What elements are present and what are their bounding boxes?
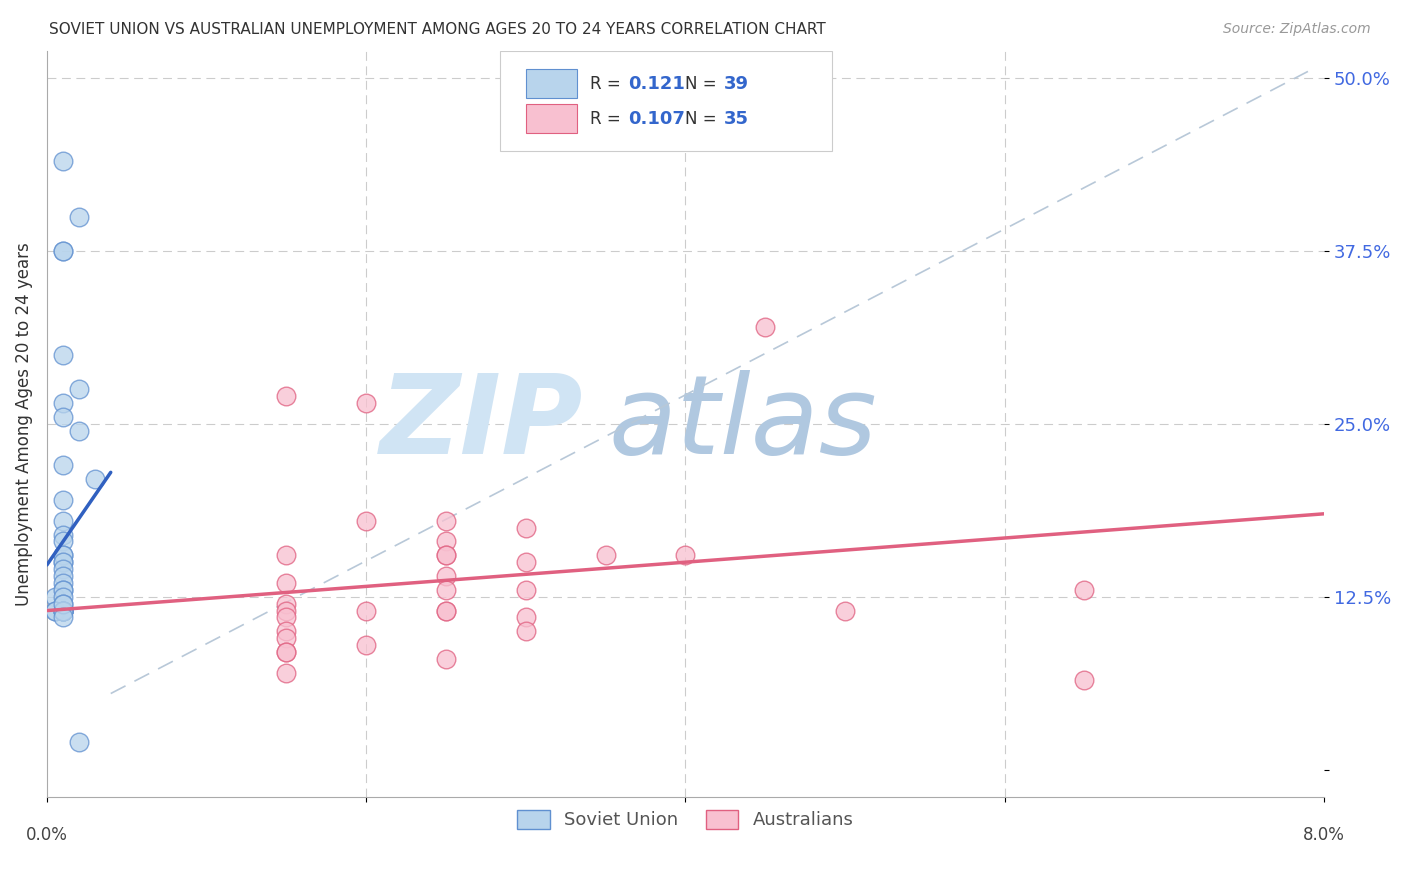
Point [44, 590, 66, 604]
Point [52, 597, 75, 611]
Point [276, 610, 298, 624]
Point [354, 604, 377, 618]
Point [434, 549, 457, 563]
Point [595, 549, 617, 563]
Point [276, 604, 298, 618]
Text: N =: N = [685, 110, 723, 128]
Point [1073, 582, 1095, 597]
Point [52, 410, 75, 425]
Point [354, 638, 377, 652]
Point [52, 562, 75, 576]
Point [434, 534, 457, 549]
Point [52, 534, 75, 549]
Text: R =: R = [589, 110, 626, 128]
Text: SOVIET UNION VS AUSTRALIAN UNEMPLOYMENT AMONG AGES 20 TO 24 YEARS CORRELATION CH: SOVIET UNION VS AUSTRALIAN UNEMPLOYMENT … [49, 22, 825, 37]
Text: 0.107: 0.107 [628, 110, 685, 128]
Point [276, 597, 298, 611]
Point [52, 514, 75, 528]
Text: 0.0%: 0.0% [25, 826, 67, 844]
Point [52, 604, 75, 618]
Point [67, 383, 90, 397]
Point [434, 604, 457, 618]
Point [434, 514, 457, 528]
Point [52, 582, 75, 597]
Point [83, 472, 105, 486]
Point [52, 604, 75, 618]
Text: Source: ZipAtlas.com: Source: ZipAtlas.com [1223, 22, 1371, 37]
Text: ZIP: ZIP [380, 370, 583, 477]
Point [52, 555, 75, 569]
Point [44, 604, 66, 618]
Point [276, 645, 298, 659]
Point [434, 604, 457, 618]
Point [52, 590, 75, 604]
Point [67, 424, 90, 438]
Point [354, 396, 377, 410]
Point [434, 582, 457, 597]
Text: 35: 35 [724, 110, 749, 128]
Point [52, 604, 75, 618]
Point [276, 645, 298, 659]
Point [52, 549, 75, 563]
Point [276, 576, 298, 591]
Text: N =: N = [685, 75, 723, 93]
Point [67, 210, 90, 224]
Point [52, 604, 75, 618]
FancyBboxPatch shape [501, 51, 832, 152]
Text: 0.121: 0.121 [628, 75, 685, 93]
Text: 39: 39 [724, 75, 749, 93]
Point [52, 549, 75, 563]
Point [52, 244, 75, 259]
Point [515, 610, 537, 624]
Point [1073, 673, 1095, 687]
Text: R =: R = [589, 75, 626, 93]
Point [434, 569, 457, 583]
Point [52, 244, 75, 259]
Point [52, 458, 75, 473]
Point [515, 555, 537, 569]
Point [276, 632, 298, 646]
Point [52, 597, 75, 611]
Point [754, 320, 776, 334]
Point [434, 549, 457, 563]
Point [276, 549, 298, 563]
Point [52, 154, 75, 169]
Point [52, 604, 75, 618]
Y-axis label: Unemployment Among Ages 20 to 24 years: Unemployment Among Ages 20 to 24 years [15, 242, 32, 606]
Point [673, 549, 696, 563]
Point [52, 576, 75, 591]
Point [52, 569, 75, 583]
Text: atlas: atlas [609, 370, 877, 477]
Point [276, 624, 298, 639]
Point [52, 348, 75, 362]
Text: 8.0%: 8.0% [1303, 826, 1346, 844]
Point [515, 582, 537, 597]
Point [276, 389, 298, 403]
Point [52, 610, 75, 624]
Point [434, 652, 457, 666]
Point [52, 527, 75, 541]
Point [515, 624, 537, 639]
Point [52, 604, 75, 618]
FancyBboxPatch shape [526, 70, 576, 98]
Point [834, 604, 856, 618]
FancyBboxPatch shape [526, 104, 576, 133]
Point [52, 493, 75, 508]
Legend: Soviet Union, Australians: Soviet Union, Australians [510, 803, 860, 837]
Point [67, 735, 90, 749]
Point [515, 521, 537, 535]
Point [52, 604, 75, 618]
Point [52, 582, 75, 597]
Point [52, 555, 75, 569]
Point [44, 604, 66, 618]
Point [52, 396, 75, 410]
Point [354, 514, 377, 528]
Point [276, 665, 298, 680]
